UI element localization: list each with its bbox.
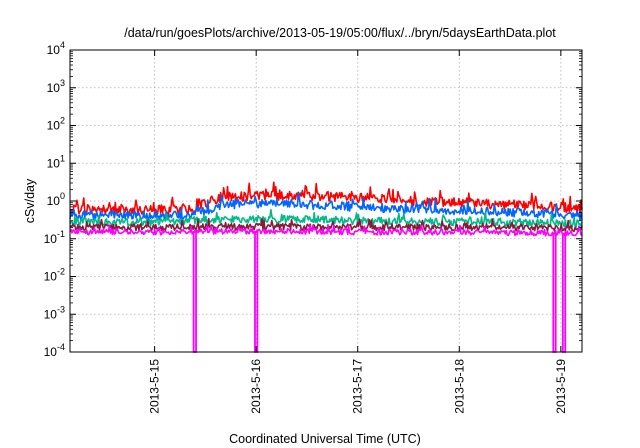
series-line xyxy=(69,191,583,221)
y-tick-label: 102 xyxy=(47,116,65,133)
chart-title: /data/run/goesPlots/archive/2013-05-19/0… xyxy=(124,26,556,40)
axes: 10-4 10-3 10-2 10-1 100 101 102 103 104 2013-5-15… xyxy=(44,40,582,414)
x-tick-label: 2013-5-18 xyxy=(452,359,466,414)
series-line xyxy=(69,224,583,237)
series-line xyxy=(69,181,583,216)
y-tick-label: 101 xyxy=(47,153,65,170)
y-tick-label: 10-2 xyxy=(44,267,65,284)
series-line xyxy=(69,217,583,233)
y-tick-label: 10-1 xyxy=(44,229,65,246)
y-tick-label: 103 xyxy=(47,78,65,95)
x-axis-label: Coordinated Universal Time (UTC) xyxy=(229,432,421,446)
series-line xyxy=(69,208,583,228)
y-tick-label: 10-3 xyxy=(44,304,65,321)
grid xyxy=(70,50,582,352)
x-tick-label: 2013-5-16 xyxy=(249,359,263,414)
y-tick-label: 10-4 xyxy=(44,342,65,359)
series-layer xyxy=(69,181,583,237)
y-tick-label: 104 xyxy=(47,40,65,57)
y-axis-label: cSv/day xyxy=(23,178,37,223)
x-tick-label: 2013-5-15 xyxy=(148,359,162,414)
x-tick-label: 2013-5-19 xyxy=(554,359,568,414)
x-tick-label: 2013-5-17 xyxy=(351,359,365,414)
y-tick-label: 100 xyxy=(47,191,65,208)
